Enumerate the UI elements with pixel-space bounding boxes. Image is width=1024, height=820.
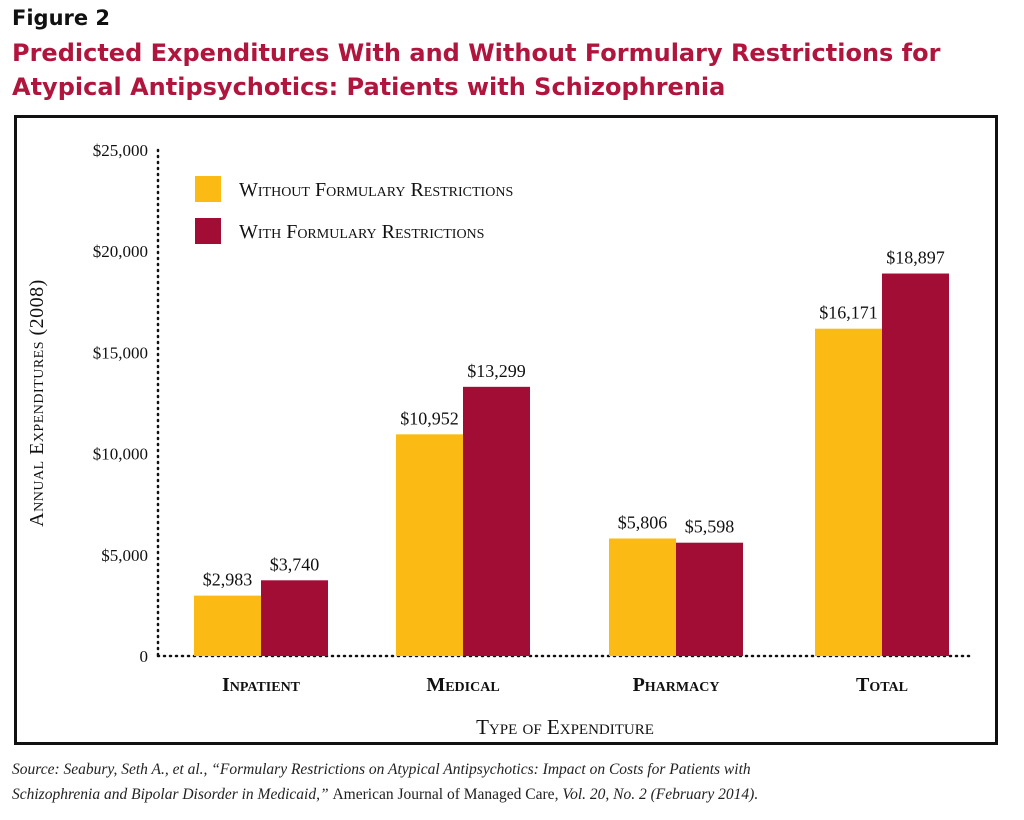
figure-label: Figure 2 [12, 6, 111, 30]
legend-label: Without Formulary Restrictions [239, 179, 513, 201]
data-label: $16,171 [819, 303, 878, 323]
source-citation: Source: Seabury, Seth A., et al., “Formu… [12, 757, 1012, 807]
data-label: $18,897 [886, 248, 945, 268]
data-label: $5,598 [685, 517, 735, 537]
bar-total-with [882, 273, 949, 656]
bar-medical-with [463, 386, 530, 656]
chart-title: Predicted Expenditures With and Without … [12, 36, 1012, 104]
y-axis-label: Annual Expenditures (2008) [26, 279, 48, 527]
y-tick-label: 0 [140, 647, 149, 666]
legend-swatch [195, 218, 221, 244]
y-tick-label: $10,000 [93, 445, 148, 464]
y-tick-label: $15,000 [93, 343, 148, 362]
y-tick-label: $5,000 [101, 546, 148, 565]
legend-label: With Formulary Restrictions [239, 221, 484, 243]
bar-total-without [815, 328, 882, 656]
source-text-part-2: Schizophrenia and Bipolar Disorder in Me… [12, 786, 333, 803]
bar-medical-without [396, 434, 463, 656]
bar-pharmacy-with [676, 542, 743, 656]
x-tick-label: Pharmacy [633, 674, 720, 696]
x-tick-label: Medical [426, 674, 499, 696]
data-label: $2,983 [203, 570, 253, 590]
chart-frame: 0 $5,000 $10,000 $15,000 $20,000 $25,000 Annua… [14, 115, 998, 745]
data-label: $3,740 [270, 554, 320, 574]
x-axis-label: Type of Expenditure [476, 715, 654, 739]
y-tick-label: $20,000 [93, 242, 148, 261]
y-tick-label: $25,000 [93, 141, 148, 160]
source-text-part-1: Source: Seabury, Seth A., et al., “Formu… [12, 761, 751, 778]
data-label: $10,952 [400, 408, 459, 428]
bar-chart: 0 $5,000 $10,000 $15,000 $20,000 $25,000 Annua… [26, 141, 975, 739]
x-tick-label: Total [856, 674, 908, 696]
source-text-part-3: , Vol. 20, No. 2 (February 2014). [554, 786, 759, 803]
bar-inpatient-without [194, 595, 261, 656]
data-label: $13,299 [467, 361, 526, 381]
bar-pharmacy-without [609, 538, 676, 656]
chart-title-line-2: Atypical Antipsychotics: Patients with S… [12, 73, 726, 101]
chart-title-line-1: Predicted Expenditures With and Without … [12, 39, 941, 67]
source-journal: American Journal of Managed Care [332, 786, 555, 803]
x-tick-label: Inpatient [222, 674, 301, 696]
bar-inpatient-with [261, 580, 328, 656]
data-label: $5,806 [618, 512, 668, 532]
legend-swatch [195, 176, 221, 202]
